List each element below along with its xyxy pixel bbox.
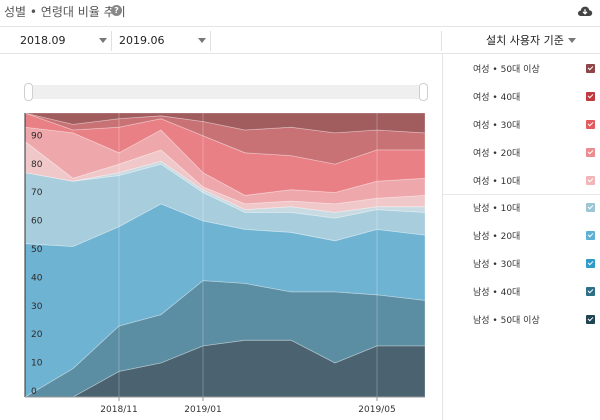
legend-label: 여성 • 10대	[473, 177, 521, 187]
legend-item[interactable]: 남성 • 40대	[443, 282, 600, 302]
x-tick-label: 2019/01	[184, 405, 221, 415]
legend-label: 여성 • 20대	[473, 149, 521, 159]
divider	[210, 31, 211, 51]
legend-checkbox[interactable]	[586, 148, 595, 157]
y-tick-label: 10	[31, 359, 43, 369]
x-tick-label: 2019/05	[358, 405, 395, 415]
area-series	[24, 112, 426, 134]
legend-divider	[443, 194, 600, 195]
legend-label: 남성 • 40대	[473, 288, 521, 298]
divider	[441, 31, 442, 51]
y-tick-label: 50	[31, 245, 43, 255]
stacked-area-chart: 0 10 20 30 40 50 60 70 80 90 2018/11 2019/01 2019/05	[23, 112, 426, 415]
area-series	[24, 160, 426, 219]
header-bar: 성별 • 연령대 비율 추이 ?	[0, 0, 600, 24]
legend-label: 여성 • 40대	[473, 93, 521, 103]
basis-dropdown[interactable]: 설치 사용자 기준	[486, 27, 582, 54]
legend-label: 여성 • 30대	[473, 121, 521, 131]
y-tick-label: 80	[31, 160, 43, 170]
help-icon[interactable]: ?	[111, 5, 122, 16]
legend-checkbox[interactable]	[586, 176, 595, 185]
legend-item[interactable]: 여성 • 40대	[443, 87, 600, 107]
legend-item[interactable]: 남성 • 50대 이상	[443, 310, 600, 330]
chevron-down-icon	[568, 38, 576, 43]
y-tick-label: 70	[31, 188, 43, 198]
y-tick-label: 20	[31, 330, 43, 340]
divider	[111, 31, 112, 51]
date-range-slider[interactable]	[28, 85, 424, 99]
slider-end-handle[interactable]	[419, 83, 428, 101]
legend-checkbox[interactable]	[586, 315, 595, 324]
start-date-value: 2018.09	[20, 34, 66, 47]
y-tick-label: 90	[31, 131, 43, 141]
legend-checkbox[interactable]	[586, 231, 595, 240]
filter-toolbar: 2018.09 2019.06 설치 사용자 기준	[0, 26, 600, 54]
legend-checkbox[interactable]	[586, 64, 595, 73]
legend-label: 남성 • 20대	[473, 232, 521, 242]
legend-item[interactable]: 여성 • 10대	[443, 171, 600, 191]
legend-item[interactable]: 남성 • 30대	[443, 254, 600, 274]
legend-item[interactable]: 여성 • 30대	[443, 115, 600, 135]
legend-label: 여성 • 50대 이상	[473, 65, 540, 75]
legend-checkbox[interactable]	[586, 203, 595, 212]
y-tick-label: 30	[31, 302, 43, 312]
chevron-down-icon	[198, 38, 206, 43]
slider-start-handle[interactable]	[24, 83, 33, 101]
legend-checkbox[interactable]	[586, 92, 595, 101]
start-date-dropdown[interactable]: 2018.09	[20, 27, 110, 54]
y-tick-label: 0	[31, 387, 37, 397]
legend-item[interactable]: 여성 • 20대	[443, 143, 600, 163]
legend-checkbox[interactable]	[586, 120, 595, 129]
x-tick-label: 2018/11	[100, 405, 137, 415]
y-tick-label: 60	[31, 217, 43, 227]
legend-checkbox[interactable]	[586, 259, 595, 268]
legend-item[interactable]: 남성 • 10대	[443, 198, 600, 218]
chevron-down-icon	[99, 38, 107, 43]
legend-label: 남성 • 10대	[473, 204, 521, 214]
page-title: 성별 • 연령대 비율 추이	[4, 5, 126, 19]
basis-value: 설치 사용자 기준	[486, 34, 564, 47]
y-tick-label: 40	[31, 273, 43, 283]
end-date-value: 2019.06	[119, 34, 165, 47]
end-date-dropdown[interactable]: 2019.06	[119, 27, 209, 54]
legend-label: 남성 • 30대	[473, 260, 521, 270]
cloud-download-icon[interactable]	[577, 4, 593, 18]
legend-checkbox[interactable]	[586, 287, 595, 296]
legend-item[interactable]: 남성 • 20대	[443, 226, 600, 246]
legend-label: 남성 • 50대 이상	[473, 316, 540, 326]
legend-item[interactable]: 여성 • 50대 이상	[443, 59, 600, 79]
